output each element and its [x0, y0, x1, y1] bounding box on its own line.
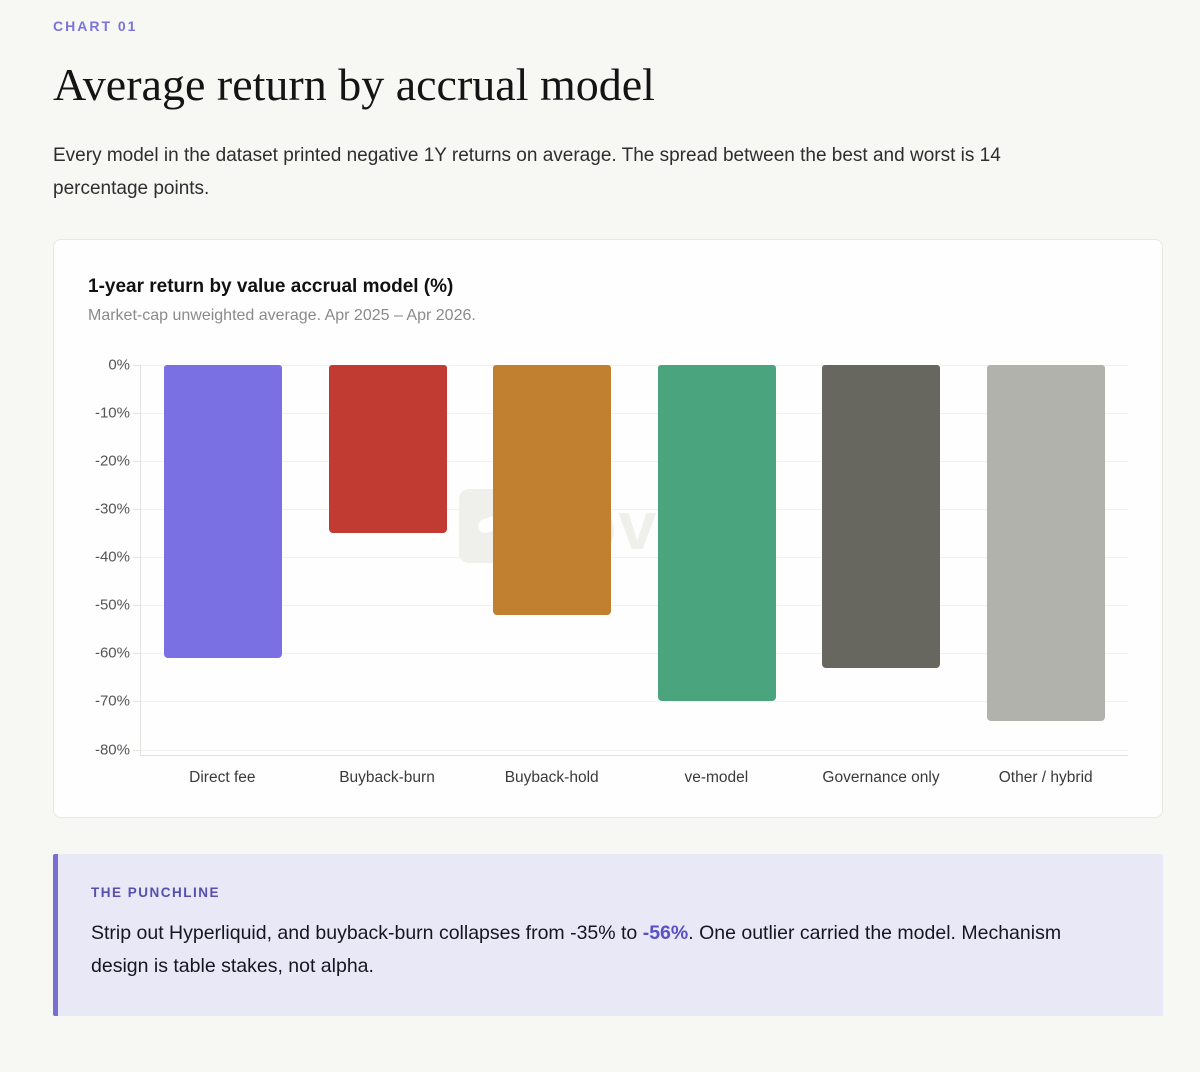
y-axis-labels: 0% -10% -20% -30% -40% -50% -60% -70% -80% — [88, 356, 140, 759]
gridline — [141, 653, 1128, 655]
gridline — [141, 701, 1128, 703]
bar-buyback-burn — [328, 364, 447, 534]
gridline — [141, 557, 1128, 559]
gridline — [141, 749, 1128, 751]
y-tick-label: -80% — [94, 741, 130, 759]
chart-eyebrow: CHART 01 — [53, 18, 138, 34]
y-tick-label: 0% — [108, 356, 130, 374]
y-tick-label: -20% — [94, 452, 130, 470]
x-axis-label: Buyback-burn — [339, 768, 435, 786]
y-tick-mark — [133, 653, 140, 655]
punchline-highlight-value: -56% — [642, 921, 689, 944]
gridline — [141, 605, 1128, 607]
y-tick-mark — [133, 701, 140, 703]
y-tick-label: -40% — [94, 548, 130, 566]
chart-subtitle: Market-cap unweighted average. Apr 2025 … — [88, 306, 476, 324]
gridline — [141, 508, 1128, 510]
plot-area: ov — [140, 364, 1128, 756]
y-tick-mark — [133, 605, 140, 607]
x-axis-labels: Direct fee Buyback-burn Buyback-hold ve-mod… — [140, 769, 1128, 787]
y-tick-mark — [133, 749, 140, 751]
y-tick-label: -60% — [94, 644, 130, 662]
bar-buyback-hold — [493, 364, 612, 615]
bar-chart: 0% -10% -20% -30% -40% -50% -60% -70% -80% ov Di… — [88, 356, 1128, 787]
bar-other-hybrid — [986, 364, 1105, 721]
punchline-text-after: . One outlier carried the model. Mechani… — [91, 921, 1062, 977]
punchline-label: THE PUNCHLINE — [91, 884, 221, 900]
x-axis-label: ve-model — [684, 768, 749, 786]
gridline — [141, 364, 1128, 366]
gridline — [141, 412, 1128, 414]
x-axis-label: Buyback-hold — [504, 768, 599, 786]
chart-title: 1-year return by value accrual model (%) — [88, 275, 454, 297]
bar-ve-model — [657, 364, 776, 702]
page: CHART 01 Average return by accrual model… — [0, 0, 1200, 1016]
x-axis-label: Direct fee — [189, 768, 256, 786]
punchline-text-before: Strip out Hyperliquid, and buyback-burn … — [91, 921, 643, 944]
page-title: Average return by accrual model — [53, 59, 655, 110]
y-tick-label: -50% — [94, 596, 130, 614]
y-tick-label: -70% — [94, 692, 130, 710]
y-tick-mark — [133, 460, 140, 462]
y-tick-label: -10% — [94, 404, 130, 422]
punchline-callout: THE PUNCHLINE Strip out Hyperliquid, and… — [53, 853, 1163, 1016]
punchline-text: Strip out Hyperliquid, and buyback-burn … — [91, 917, 1101, 983]
x-axis-label: Governance only — [822, 768, 940, 786]
page-description: Every model in the dataset printed negat… — [53, 144, 1001, 199]
y-tick-mark — [133, 412, 140, 414]
y-tick-mark — [133, 557, 140, 559]
bar-direct-fee — [164, 364, 283, 659]
gridline — [141, 460, 1128, 462]
chart-card: 1-year return by value accrual model (%)… — [53, 238, 1163, 818]
x-axis-label: Other / hybrid — [998, 768, 1093, 786]
bar-governance-only — [822, 364, 941, 668]
y-tick-label: -30% — [94, 500, 130, 518]
y-tick-mark — [133, 508, 140, 510]
y-tick-mark — [133, 364, 140, 366]
